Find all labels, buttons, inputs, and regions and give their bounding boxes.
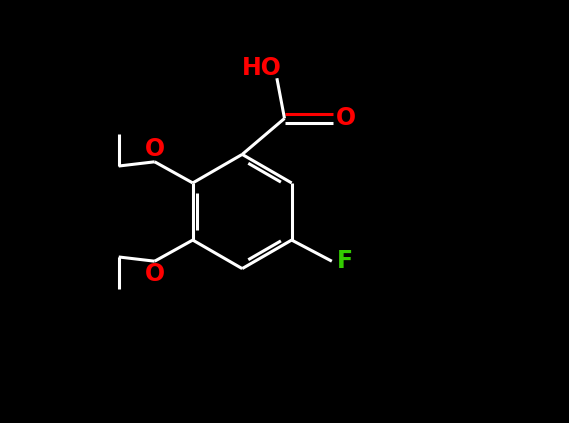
- Text: HO: HO: [242, 56, 282, 80]
- Text: O: O: [145, 137, 165, 161]
- Text: F: F: [337, 249, 353, 273]
- Text: O: O: [145, 262, 165, 286]
- Text: O: O: [336, 106, 356, 129]
